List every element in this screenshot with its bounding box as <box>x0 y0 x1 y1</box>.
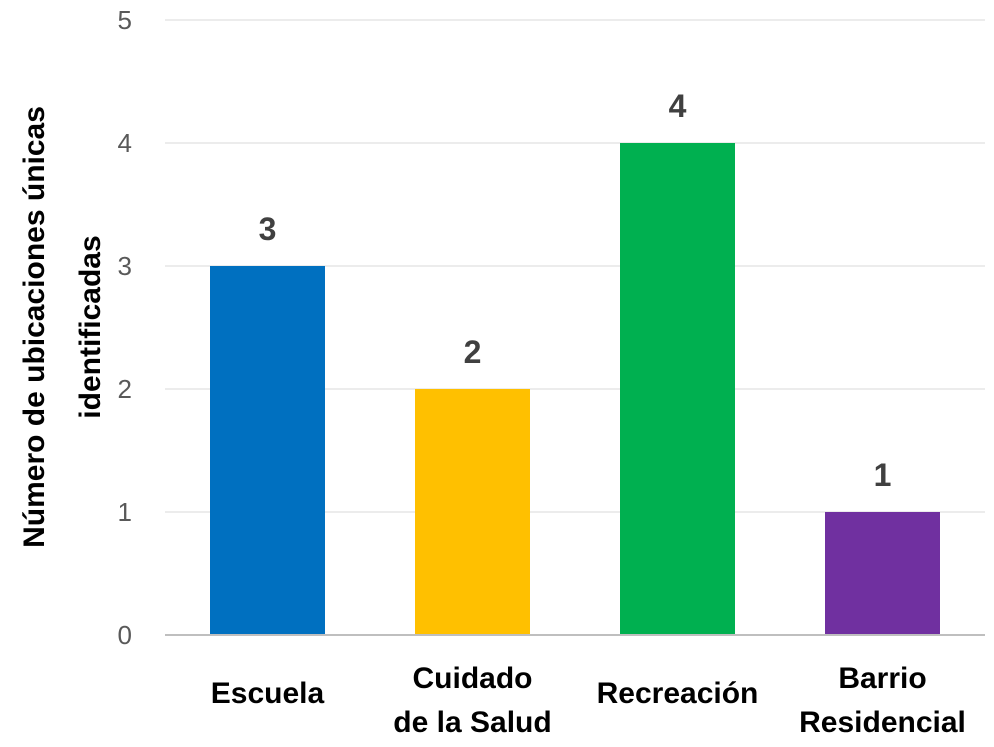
y-axis-label-line-0: Número de ubicaciones únicas <box>18 106 51 548</box>
y-tick-label-0: 0 <box>118 620 132 650</box>
x-category-label-0-0: Escuela <box>211 677 325 710</box>
y-tick-label-3: 3 <box>118 251 132 281</box>
y-tick-label-1: 1 <box>118 497 132 527</box>
labels: 0 1 2 3 4 5 3 Escuela 2 Cuidado de la Salud 4 Recrea… <box>18 5 966 739</box>
y-axis-label-line-1: identificadas <box>74 235 107 418</box>
bars <box>210 143 940 635</box>
y-tick-label-2: 2 <box>118 374 132 404</box>
y-tick-label-5: 5 <box>118 5 132 35</box>
x-category-label-3-0: Barrio <box>838 662 926 695</box>
data-label-3: 1 <box>874 457 892 493</box>
y-tick-label-4: 4 <box>118 128 132 158</box>
data-label-2: 4 <box>669 88 687 124</box>
x-category-label-3-1: Residencial <box>799 706 966 739</box>
bar-1 <box>415 389 530 635</box>
x-category-label-1-1: de la Salud <box>393 706 551 739</box>
data-label-0: 3 <box>259 211 277 247</box>
data-label-1: 2 <box>464 334 482 370</box>
bar-0 <box>210 266 325 635</box>
x-category-label-2-0: Recreación <box>597 677 759 710</box>
bar-2 <box>620 143 735 635</box>
bar-3 <box>825 512 940 635</box>
x-category-label-1-0: Cuidado <box>413 662 533 695</box>
